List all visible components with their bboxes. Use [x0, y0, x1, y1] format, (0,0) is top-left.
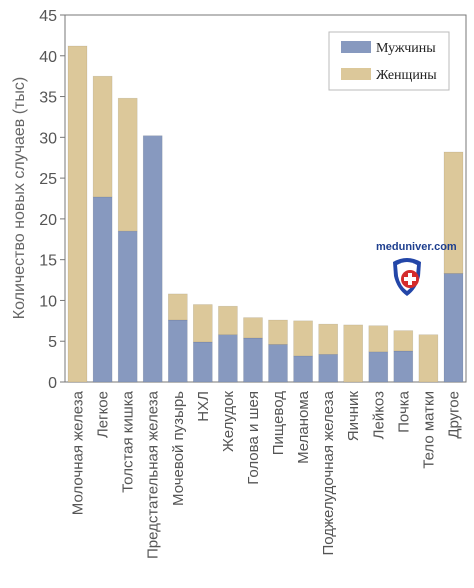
bar-segment-women	[117, 97, 138, 232]
bar-segment-men	[368, 351, 389, 383]
category-label: Другое	[446, 391, 463, 439]
bar-segment-men	[393, 350, 414, 383]
bar-segment-men	[142, 135, 163, 383]
category-label: Тело матки	[420, 391, 437, 469]
category-label: Желудок	[220, 391, 237, 452]
y-tick-label: 20	[39, 212, 57, 229]
category-label: НХЛ	[195, 391, 212, 422]
bar-segment-women	[243, 317, 263, 339]
watermark-text: meduniver.com	[376, 241, 457, 253]
bar-segment-men	[117, 230, 138, 383]
bar-segment-women	[92, 75, 113, 198]
y-tick-label: 15	[39, 253, 57, 270]
y-tick-label: 5	[48, 334, 57, 351]
bar-segment-women	[443, 151, 464, 274]
shield-cross-icon	[393, 258, 421, 296]
bar-segment-women	[418, 334, 439, 383]
bar-segment-men	[293, 355, 313, 383]
category-label: Лейкоз	[370, 391, 387, 439]
bar-segment-women	[218, 305, 238, 336]
bar-segment-men	[318, 353, 339, 383]
bar-segment-women	[193, 304, 213, 343]
bar-segment-men	[168, 319, 188, 383]
bar-segment-men	[218, 334, 238, 383]
y-tick-label: 10	[39, 293, 57, 310]
legend-swatch-women	[341, 68, 371, 80]
y-axis-title: Количество новых случаев (тыс)	[11, 77, 28, 319]
bar-segment-women	[268, 319, 288, 345]
category-label: Меланома	[295, 390, 312, 464]
category-label: Молочная железа	[70, 390, 87, 515]
y-tick-label: 45	[39, 8, 57, 25]
legend-swatch-men	[341, 41, 371, 53]
y-tick-label: 0	[48, 375, 57, 392]
legend: Мужчины Женщины	[328, 31, 450, 91]
bar-segment-men	[268, 344, 288, 383]
bar-segment-women	[343, 324, 364, 383]
category-label: Поджелудочная железа	[320, 390, 337, 555]
category-label: Мочевой пузырь	[170, 391, 187, 506]
category-label: Предстательная железа	[145, 390, 162, 559]
category-label: Легкое	[95, 391, 112, 438]
y-axis: 0 5 10 15 20 25 30 35 40 45	[39, 8, 65, 392]
bar-segment-women	[368, 325, 389, 353]
legend-label-women: Женщины	[376, 68, 437, 83]
y-tick-label: 25	[39, 171, 57, 188]
bar-segment-men	[92, 196, 113, 383]
category-label: Яичник	[345, 391, 362, 442]
category-label: Почка	[395, 390, 412, 433]
y-tick-label: 30	[39, 130, 57, 147]
bars-group	[67, 45, 464, 383]
bar-segment-women	[168, 293, 188, 321]
y-tick-label: 40	[39, 49, 57, 66]
bar-segment-women	[318, 323, 339, 355]
y-tick-label: 35	[39, 90, 57, 107]
category-label: Голова и шея	[245, 391, 262, 485]
watermark: meduniver.com	[376, 241, 457, 296]
category-label: Толстая кишка	[120, 390, 137, 492]
bar-segment-men	[193, 341, 213, 383]
bar-segment-women	[393, 330, 414, 352]
bar-segment-men	[243, 337, 263, 383]
bar-segment-women	[293, 320, 313, 357]
x-axis: Молочная железа Легкое Толстая кишка Предст…	[70, 390, 463, 559]
category-label: Пищевод	[270, 391, 287, 455]
bar-segment-men	[443, 273, 464, 383]
bar-segment-women	[67, 45, 88, 383]
legend-label-men: Мужчины	[376, 41, 436, 56]
